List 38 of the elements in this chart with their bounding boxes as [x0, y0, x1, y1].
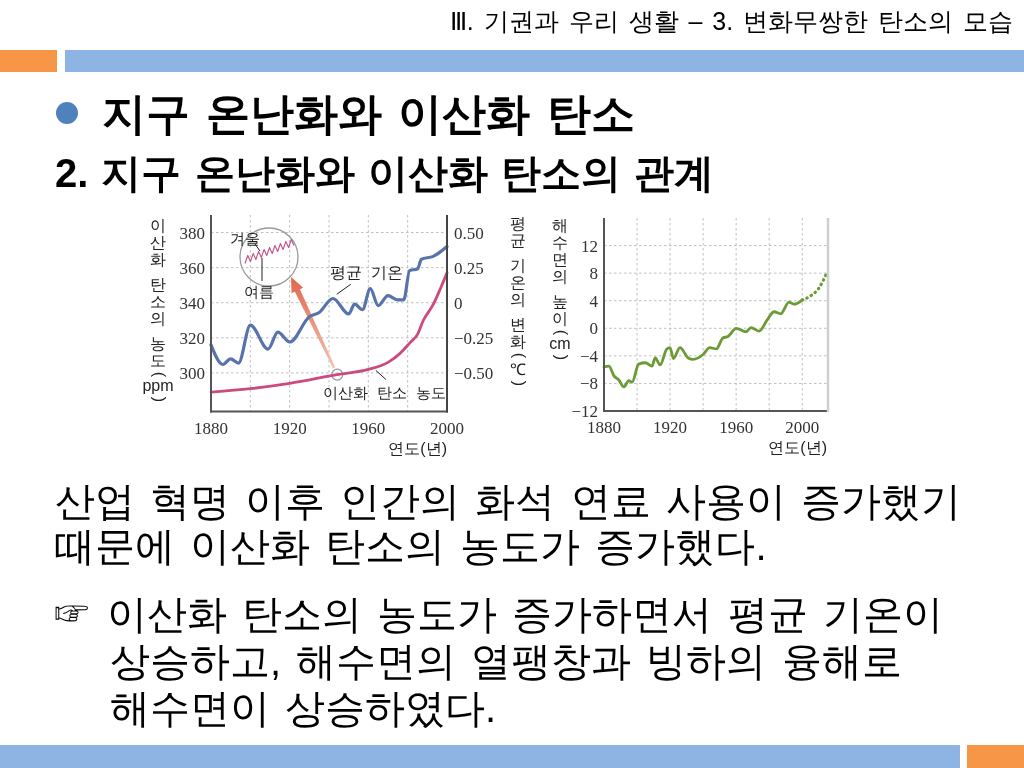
x-tick-label: 2000 [785, 418, 820, 437]
text: 산업 혁명 이후 인간의 화석 연료 사용이 증가했기 때문에 이산화 탄소의 농도가 증가했다. [55, 479, 962, 569]
x-tick-label: 1960 [351, 418, 386, 438]
y2-tick-label: 0.50 [454, 223, 484, 243]
y-axis-title: 해수면의 높이(cm) [549, 217, 571, 361]
y-tick-label: −4 [579, 346, 599, 366]
y-tick-label: 340 [179, 293, 205, 313]
x-tick-label: 1960 [719, 418, 754, 437]
text: ☞ 이산화 탄소의 농도가 증가하면서 평균 기온이 상승하고, 해수면의 열팽창과 빙하의 융해로 해수면이 상승하였다. [52, 591, 944, 732]
y-axis-title: 이산화 탄소의 농도(ppm) [142, 217, 174, 403]
x-tick-label: 1920 [272, 418, 307, 438]
y-tick-label: 0 [589, 319, 598, 339]
y-tick-label: −12 [571, 402, 598, 421]
y-tick-label: 360 [179, 258, 205, 278]
text: Ⅲ. 기권과 우리 생활 – 3. 변화무쌍한 탄소의 모습 [449, 7, 1013, 36]
y2-tick-label: −0.50 [454, 363, 494, 383]
y2-tick-label: 0.25 [454, 258, 484, 278]
y-tick-label: 380 [179, 223, 205, 243]
series-label: 이산화 탄소 농도 [323, 384, 447, 402]
x-tick-label: 1880 [587, 418, 621, 437]
y-tick-label: 4 [589, 291, 599, 311]
y2-axis-title: 평균 기온의 변화(℃) [510, 215, 528, 387]
y-tick-label: −8 [579, 374, 598, 394]
y2-tick-label: −0.25 [454, 328, 494, 348]
x-tick-label: 2000 [430, 418, 464, 438]
x-axis-title: 연도(년) [388, 439, 447, 457]
series-label: 평균 기온 [330, 264, 404, 282]
x-tick-label: 1920 [653, 418, 688, 437]
x-tick-label: 1880 [194, 418, 228, 438]
text: 지구 온난화와 이산화 탄소 [102, 89, 635, 139]
text: 2. 지구 온난화와 이산화 탄소의 관계 [55, 151, 714, 195]
y-tick-label: 12 [581, 236, 598, 256]
y2-tick-label: 0 [454, 293, 463, 313]
x-axis-title: 연도(년) [768, 439, 827, 456]
y-tick-label: 300 [179, 363, 205, 383]
annotation: 여름 [244, 283, 274, 300]
y-tick-label: 320 [179, 328, 205, 348]
y-tick-label: 8 [589, 264, 598, 284]
